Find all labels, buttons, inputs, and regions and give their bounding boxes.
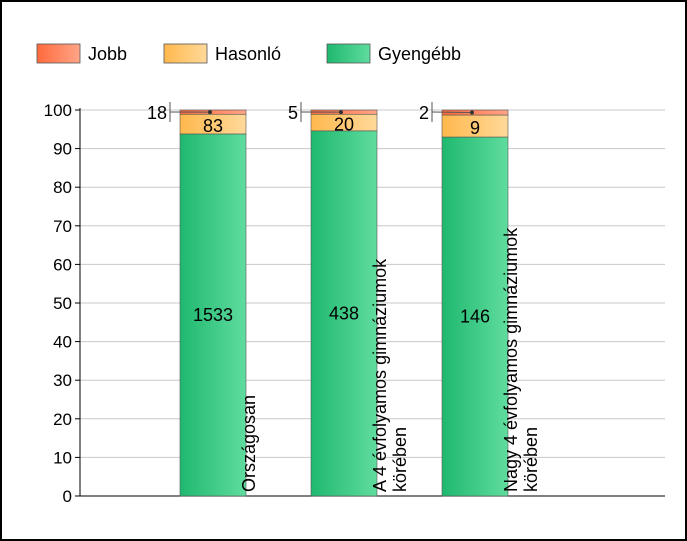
data-label-hasonlo: 20 [334, 115, 354, 135]
category-label: Nagy 4 évfolyamos gimnáziumokkörében [501, 227, 541, 492]
legend-swatch [326, 43, 371, 64]
bars: 1533 83 18 Országosan 438 20 5 A 4 évfolyamos g… [147, 102, 541, 497]
data-label-hasonlo: 83 [203, 116, 223, 136]
data-label-gyengebb: 146 [460, 307, 490, 327]
legend-label: Gyengébb [378, 44, 461, 64]
data-label-gyengebb: 438 [329, 303, 359, 323]
category-label-line: körében [390, 427, 410, 492]
y-tick-label: 40 [53, 333, 72, 352]
category-label: Országosan [239, 395, 259, 492]
legend-label: Hasonló [215, 44, 281, 64]
bar-segment [179, 133, 247, 497]
y-tick-label: 70 [53, 217, 72, 236]
y-tick-label: 30 [53, 371, 72, 390]
data-label-jobb: 2 [419, 103, 429, 123]
category-label-line: körében [521, 427, 541, 492]
data-label-jobb: 5 [288, 103, 298, 123]
category-label-line: Országosan [239, 395, 259, 492]
data-label-gyengebb: 1533 [193, 305, 233, 325]
y-tick-label: 90 [53, 140, 72, 159]
bar-segment [441, 136, 509, 497]
data-label-jobb: 18 [147, 103, 167, 123]
y-tick-label: 60 [53, 255, 72, 274]
leader-dot [339, 110, 343, 115]
leader-dot [470, 110, 474, 115]
data-label-hasonlo: 9 [470, 118, 480, 138]
y-tick-label: 0 [63, 487, 72, 506]
y-tick-label: 80 [53, 178, 72, 197]
legend: Jobb Hasonló Gyengébb [36, 43, 461, 64]
y-tick-label: 10 [53, 448, 72, 467]
category-label-line: Nagy 4 évfolyamos gimnáziumok [501, 227, 521, 492]
category-label-line: A 4 évfolyamos gimnáziumok [370, 258, 390, 492]
legend-swatch [36, 43, 81, 64]
leader-line [431, 111, 473, 114]
axes: 0 10 20 30 40 50 60 70 80 90 100 [44, 101, 665, 506]
bar-segment [310, 130, 378, 497]
category-label: A 4 évfolyamos gimnáziumokkörében [370, 258, 410, 492]
y-tick-label: 100 [44, 101, 72, 120]
y-tick-label: 50 [53, 294, 72, 313]
legend-label: Jobb [88, 44, 127, 64]
y-tick-label: 20 [53, 410, 72, 429]
leader-dot [208, 110, 212, 115]
legend-swatch [163, 43, 208, 64]
